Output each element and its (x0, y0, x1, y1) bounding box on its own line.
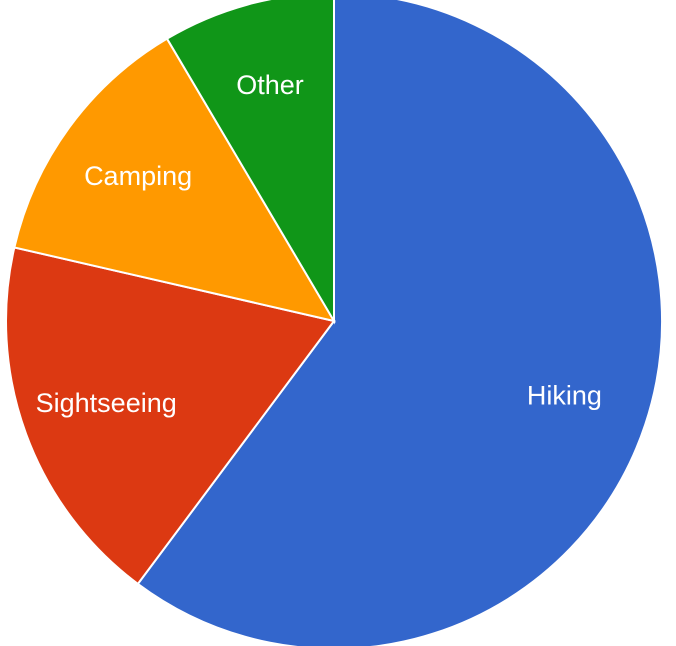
pie-slice-camping (13, 37, 337, 323)
slice-label-other: Other (236, 70, 304, 100)
slice-label-sightseeing: Sightseeing (36, 388, 177, 418)
pie-slice-hiking (136, 0, 663, 646)
pie-slice-other (165, 0, 335, 325)
pie-slices (5, 0, 663, 646)
pie-labels: Hiking Sightseeing Camping Other (36, 70, 602, 418)
slice-label-camping: Camping (84, 161, 192, 191)
slice-label-hiking: Hiking (527, 381, 602, 411)
pie-slice-sightseeing (5, 246, 336, 586)
